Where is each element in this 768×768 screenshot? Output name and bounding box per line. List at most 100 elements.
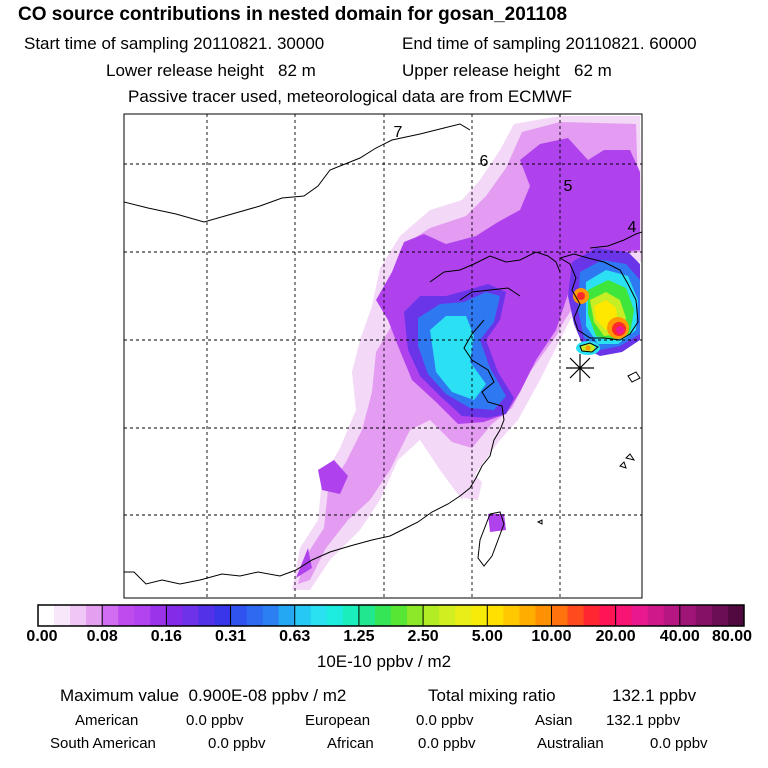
concentration-field [124,114,642,598]
colorbar-cell [439,605,456,626]
colorbar-cell [214,605,232,626]
source-name-european: European [305,712,371,729]
hotspot-red [577,292,585,300]
total-label: Total mixing ratio [428,686,556,705]
source-value-asian: 132.1 ppbv [606,712,681,729]
lower-value: 82 m [278,61,316,80]
colorbar-tick-label: 0.31 [214,628,247,645]
colorbar-cell [134,605,151,626]
colorbar-cell [551,605,568,626]
total-mixing-line: Total mixing ratio [428,686,556,706]
source-name-australian: Australian [537,735,604,752]
colorbar-cell [535,605,552,626]
colorbar-cell [471,605,488,626]
total-mixing-value: 132.1 ppbv [612,686,697,705]
lower-label: Lower release height [106,61,264,80]
tracer-note: Passive tracer used, meteorological data… [128,87,573,106]
coastline [459,287,521,301]
source-value-european: 0.0 ppbv [416,712,474,729]
colorbar-cell [455,605,472,626]
colorbar-cell [599,605,617,626]
colorbar-cell [198,605,215,626]
upper-label: Upper release height [402,61,560,80]
colorbar-cell [102,605,119,626]
colorbar [37,604,745,627]
colorbar-frame [37,604,745,627]
coastline [429,251,561,283]
coastlines [124,123,642,585]
coastline-island [536,519,543,525]
colorbar-cell [615,605,633,626]
colorbar-cell [38,605,55,626]
colorbar-tick-label: 2.50 [407,628,439,645]
colorbar-cell [567,605,585,626]
plume-light-lavender [464,470,482,500]
colorbar-tick-label: 0.16 [150,628,182,645]
colorbar-cell [711,605,729,626]
colorbar-tick-label: 80.00 [711,628,753,645]
chart-title: CO source contributions in nested domain… [18,4,568,25]
colorbar-cell [374,605,392,626]
end-label: End time of sampling [402,34,561,53]
colorbar-cell [391,605,408,626]
colorbar-cell [647,605,665,626]
colorbar-tick-label: 10.00 [531,628,572,645]
colorbar-cell [519,605,536,626]
map-label: 6 [480,153,489,170]
colorbar-tick-label: 1.25 [343,628,375,645]
start-time-line: Start time of sampling 20110821. 30000 [24,34,324,54]
max-value: 0.900E-08 ppbv / m2 [188,686,347,705]
coastline-korea [558,253,639,341]
colorbar-cell [503,605,520,626]
station-marker [566,354,594,382]
colorbar-tick-label: 5.00 [471,628,503,645]
colorbar-tick-label: 0.63 [279,628,311,645]
colorbar-cell [262,605,280,626]
coastline [589,231,642,249]
colorbar-cell [294,605,312,626]
colorbar-cell [70,605,87,626]
colorbar-cell [86,605,103,626]
upper-value: 62 m [574,61,612,80]
coastline-island [625,453,636,461]
max-label: Maximum value [60,686,180,705]
colorbar-cell [166,605,183,626]
map-label: 5 [564,178,573,195]
map-grid [124,114,642,598]
hotspot-magenta [616,326,624,334]
colorbar-cell [54,605,71,626]
upper-height-line: Upper release height 62 m [402,61,612,81]
colorbar-cell [118,605,135,626]
map-label: 4 [628,219,637,236]
coastline-japan [627,371,641,383]
start-label: Start time of sampling [24,34,189,53]
source-value-south-american: 0.0 ppbv [208,735,266,752]
source-value-african: 0.0 ppbv [418,735,476,752]
colorbar-cell [326,605,344,626]
source-value-australian: 0.0 ppbv [650,735,708,752]
source-name-south-american: South American [50,735,156,752]
plume-purple [318,460,348,494]
colorbar-cell [230,605,248,626]
coastline-jeju [579,342,599,353]
colorbar-cell [679,605,697,626]
colorbar-cell [358,605,376,626]
source-name-african: African [327,735,374,752]
map-label: 7 [394,124,403,141]
colorbar-cell [663,605,681,626]
colorbar-tick-label: 0.08 [86,628,118,645]
map-frame [123,113,643,599]
colorbar-cell [310,605,328,626]
plume-purple [488,514,506,532]
lower-height-line: Lower release height 82 m [106,61,316,81]
colorbar-cell [583,605,601,626]
source-name-american: American [75,712,139,729]
hotspot-orange [585,345,591,351]
colorbar-cell [423,605,440,626]
source-name-asian: Asian [535,712,573,729]
colorbar-cell [342,605,360,626]
end-value: 20110821. 60000 [565,34,697,53]
colorbar-cell [727,605,745,626]
colorbar-tick-label: 20.00 [595,628,636,645]
